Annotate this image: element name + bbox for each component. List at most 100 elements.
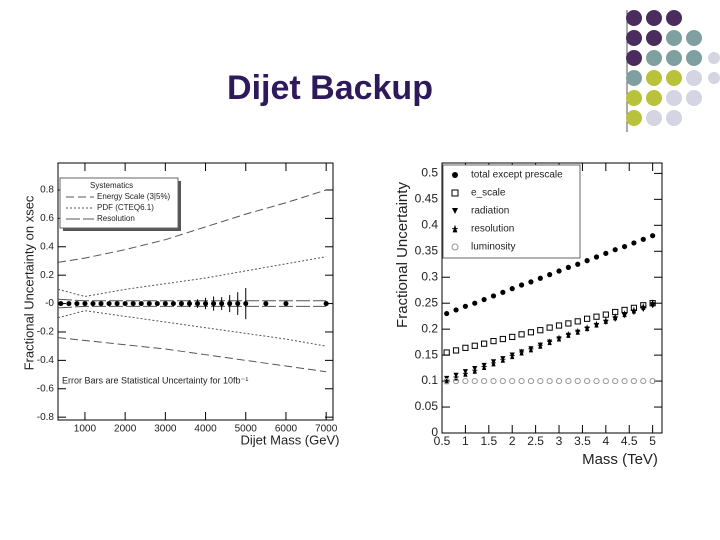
dot [646, 110, 662, 126]
marker [612, 377, 619, 385]
marker [490, 337, 497, 345]
marker [547, 272, 553, 278]
marker [481, 296, 487, 303]
y-tick-label: -0.6 [37, 383, 55, 394]
marker [509, 377, 516, 385]
marker [527, 377, 535, 385]
marker [575, 327, 581, 335]
x-tick-label: 2.5 [527, 434, 544, 448]
marker [565, 330, 571, 338]
x-tick-label: 4.5 [621, 434, 638, 448]
marker [584, 324, 590, 332]
marker [528, 345, 534, 353]
series-line [57, 298, 327, 302]
marker [263, 301, 269, 307]
y-tick-label: -0.8 [37, 412, 55, 423]
marker [621, 243, 628, 250]
dot [666, 50, 682, 66]
marker [602, 377, 609, 385]
marker [490, 377, 497, 385]
dot [626, 110, 642, 126]
marker [451, 189, 459, 197]
marker [471, 342, 478, 349]
dot [666, 90, 682, 106]
y-tick-label: 0.1 [421, 373, 438, 387]
marker [555, 377, 563, 385]
marker [593, 313, 600, 320]
x-tick-label: 3000 [154, 424, 177, 435]
dot [626, 90, 642, 106]
marker [138, 301, 144, 307]
marker [471, 377, 478, 385]
dot [666, 30, 682, 46]
legend-label: Resolution [97, 214, 135, 223]
marker [546, 324, 553, 331]
y-tick-label: 0.2 [40, 270, 54, 281]
dot [686, 30, 702, 46]
marker [518, 377, 525, 385]
dot [666, 70, 682, 86]
marker [612, 313, 618, 321]
marker [556, 268, 562, 274]
legend-label: e_scale [471, 188, 506, 199]
y-tick-label: 0.3 [421, 269, 438, 283]
marker [146, 301, 152, 307]
y-tick-label: -0.4 [37, 355, 55, 366]
x-axis-label: Mass (TeV) [582, 451, 658, 468]
marker [640, 377, 647, 385]
marker [451, 243, 459, 251]
chart: 0 0.05 0.1 0.15 0.2 0.25 0.3 0.35 0.4 0.45 0.5 0.5 1… [394, 162, 663, 468]
marker [323, 301, 329, 307]
x-tick-label: 5 [649, 434, 656, 448]
x-tick-label: 5000 [235, 424, 258, 435]
x-tick-label: 1 [462, 434, 469, 448]
marker [537, 377, 544, 385]
marker [211, 301, 217, 307]
dot [646, 10, 662, 26]
marker [178, 301, 184, 307]
marker [593, 320, 600, 328]
marker [593, 377, 600, 385]
y-tick-label: 0 [431, 425, 438, 439]
marker [565, 320, 572, 327]
y-tick-label: 0.2 [421, 321, 438, 335]
y-tick-label: 0.35 [415, 243, 439, 257]
marker [453, 373, 459, 381]
marker [500, 355, 506, 363]
x-tick-label: 0.5 [434, 434, 451, 448]
y-tick-label: 0.45 [415, 192, 439, 206]
y-tick-label: 0.5 [421, 166, 438, 180]
y-tick-label: 0.15 [415, 347, 439, 361]
marker [650, 233, 656, 239]
annotation: Error Bars are Statistical Uncertainty f… [62, 375, 248, 385]
series-line [57, 305, 327, 309]
dot [626, 70, 642, 86]
chart: -0.8 -0.6 -0.4 -0.2 -0 0.2 0.4 0.6 0.8 1000 2000 30… [21, 162, 339, 447]
marker [650, 299, 656, 307]
y-tick-label: 0.6 [40, 213, 54, 224]
legend-box [59, 177, 179, 229]
marker [631, 306, 637, 314]
y-tick-label: 0.25 [415, 295, 439, 309]
marker [130, 301, 136, 307]
marker [58, 301, 64, 307]
y-tick-label: 0.4 [40, 241, 54, 252]
marker [98, 301, 104, 307]
dot [626, 30, 642, 46]
legend-label: total except prescale [471, 170, 563, 181]
marker [452, 208, 458, 214]
dot [686, 50, 702, 66]
marker [518, 348, 525, 356]
marker [443, 377, 450, 385]
x-tick-label: 1.5 [480, 434, 497, 448]
marker [472, 300, 478, 306]
marker [481, 377, 488, 385]
marker [584, 315, 591, 322]
marker [490, 359, 497, 367]
marker [499, 377, 506, 385]
x-tick-label: 4000 [194, 424, 217, 435]
dot [646, 30, 662, 46]
y-tick-label: -0 [45, 298, 54, 309]
series-line [57, 256, 327, 297]
x-tick-label: 3.5 [574, 434, 591, 448]
